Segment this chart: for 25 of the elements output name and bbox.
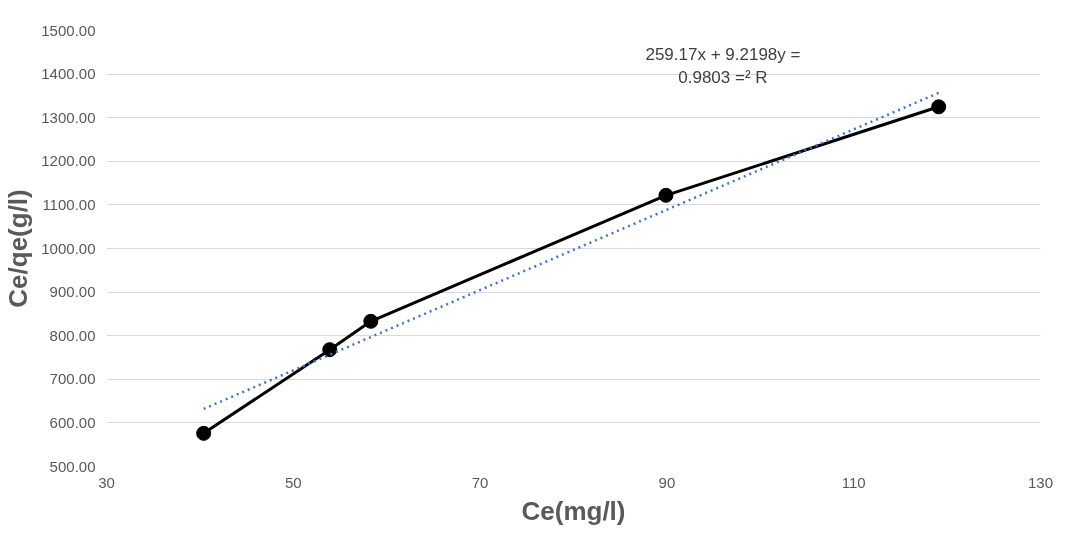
x-tick-label: 90 [658,473,676,491]
point [196,425,212,441]
y-tick-label: 1100.00 [42,195,96,213]
x-axis-title: Ce(mg/l) [521,495,626,526]
x-tick-label: 50 [284,473,302,491]
y-tick-label: 700.00 [49,370,96,388]
y-axis-title: Ce/qe(g/l) [3,189,34,308]
x-tick-label: 130 [1027,473,1054,491]
point [658,187,674,203]
x-tick-label: 110 [841,473,866,491]
y-tick-label: 900.00 [49,283,96,301]
y-tick-label: 1200.00 [41,152,96,170]
point [363,313,379,329]
y-tick-label: 500.00 [49,457,96,475]
y-tick-label: 800.00 [49,326,96,344]
y-tick-label: 1500.00 [41,21,96,39]
annotation: 259.17x + 9.2198y = 0.9803 =² R [645,45,801,88]
point [322,342,338,358]
x-tick-label: 30 [98,473,115,491]
y-tick-label: 1300.00 [41,108,96,126]
point [931,99,947,115]
y-tick-label: 1000.00 [41,239,96,257]
x-tick-label: 70 [471,473,489,491]
y-tick-label: 1400.00 [41,65,96,83]
y-tick-label: 600.00 [49,413,96,431]
